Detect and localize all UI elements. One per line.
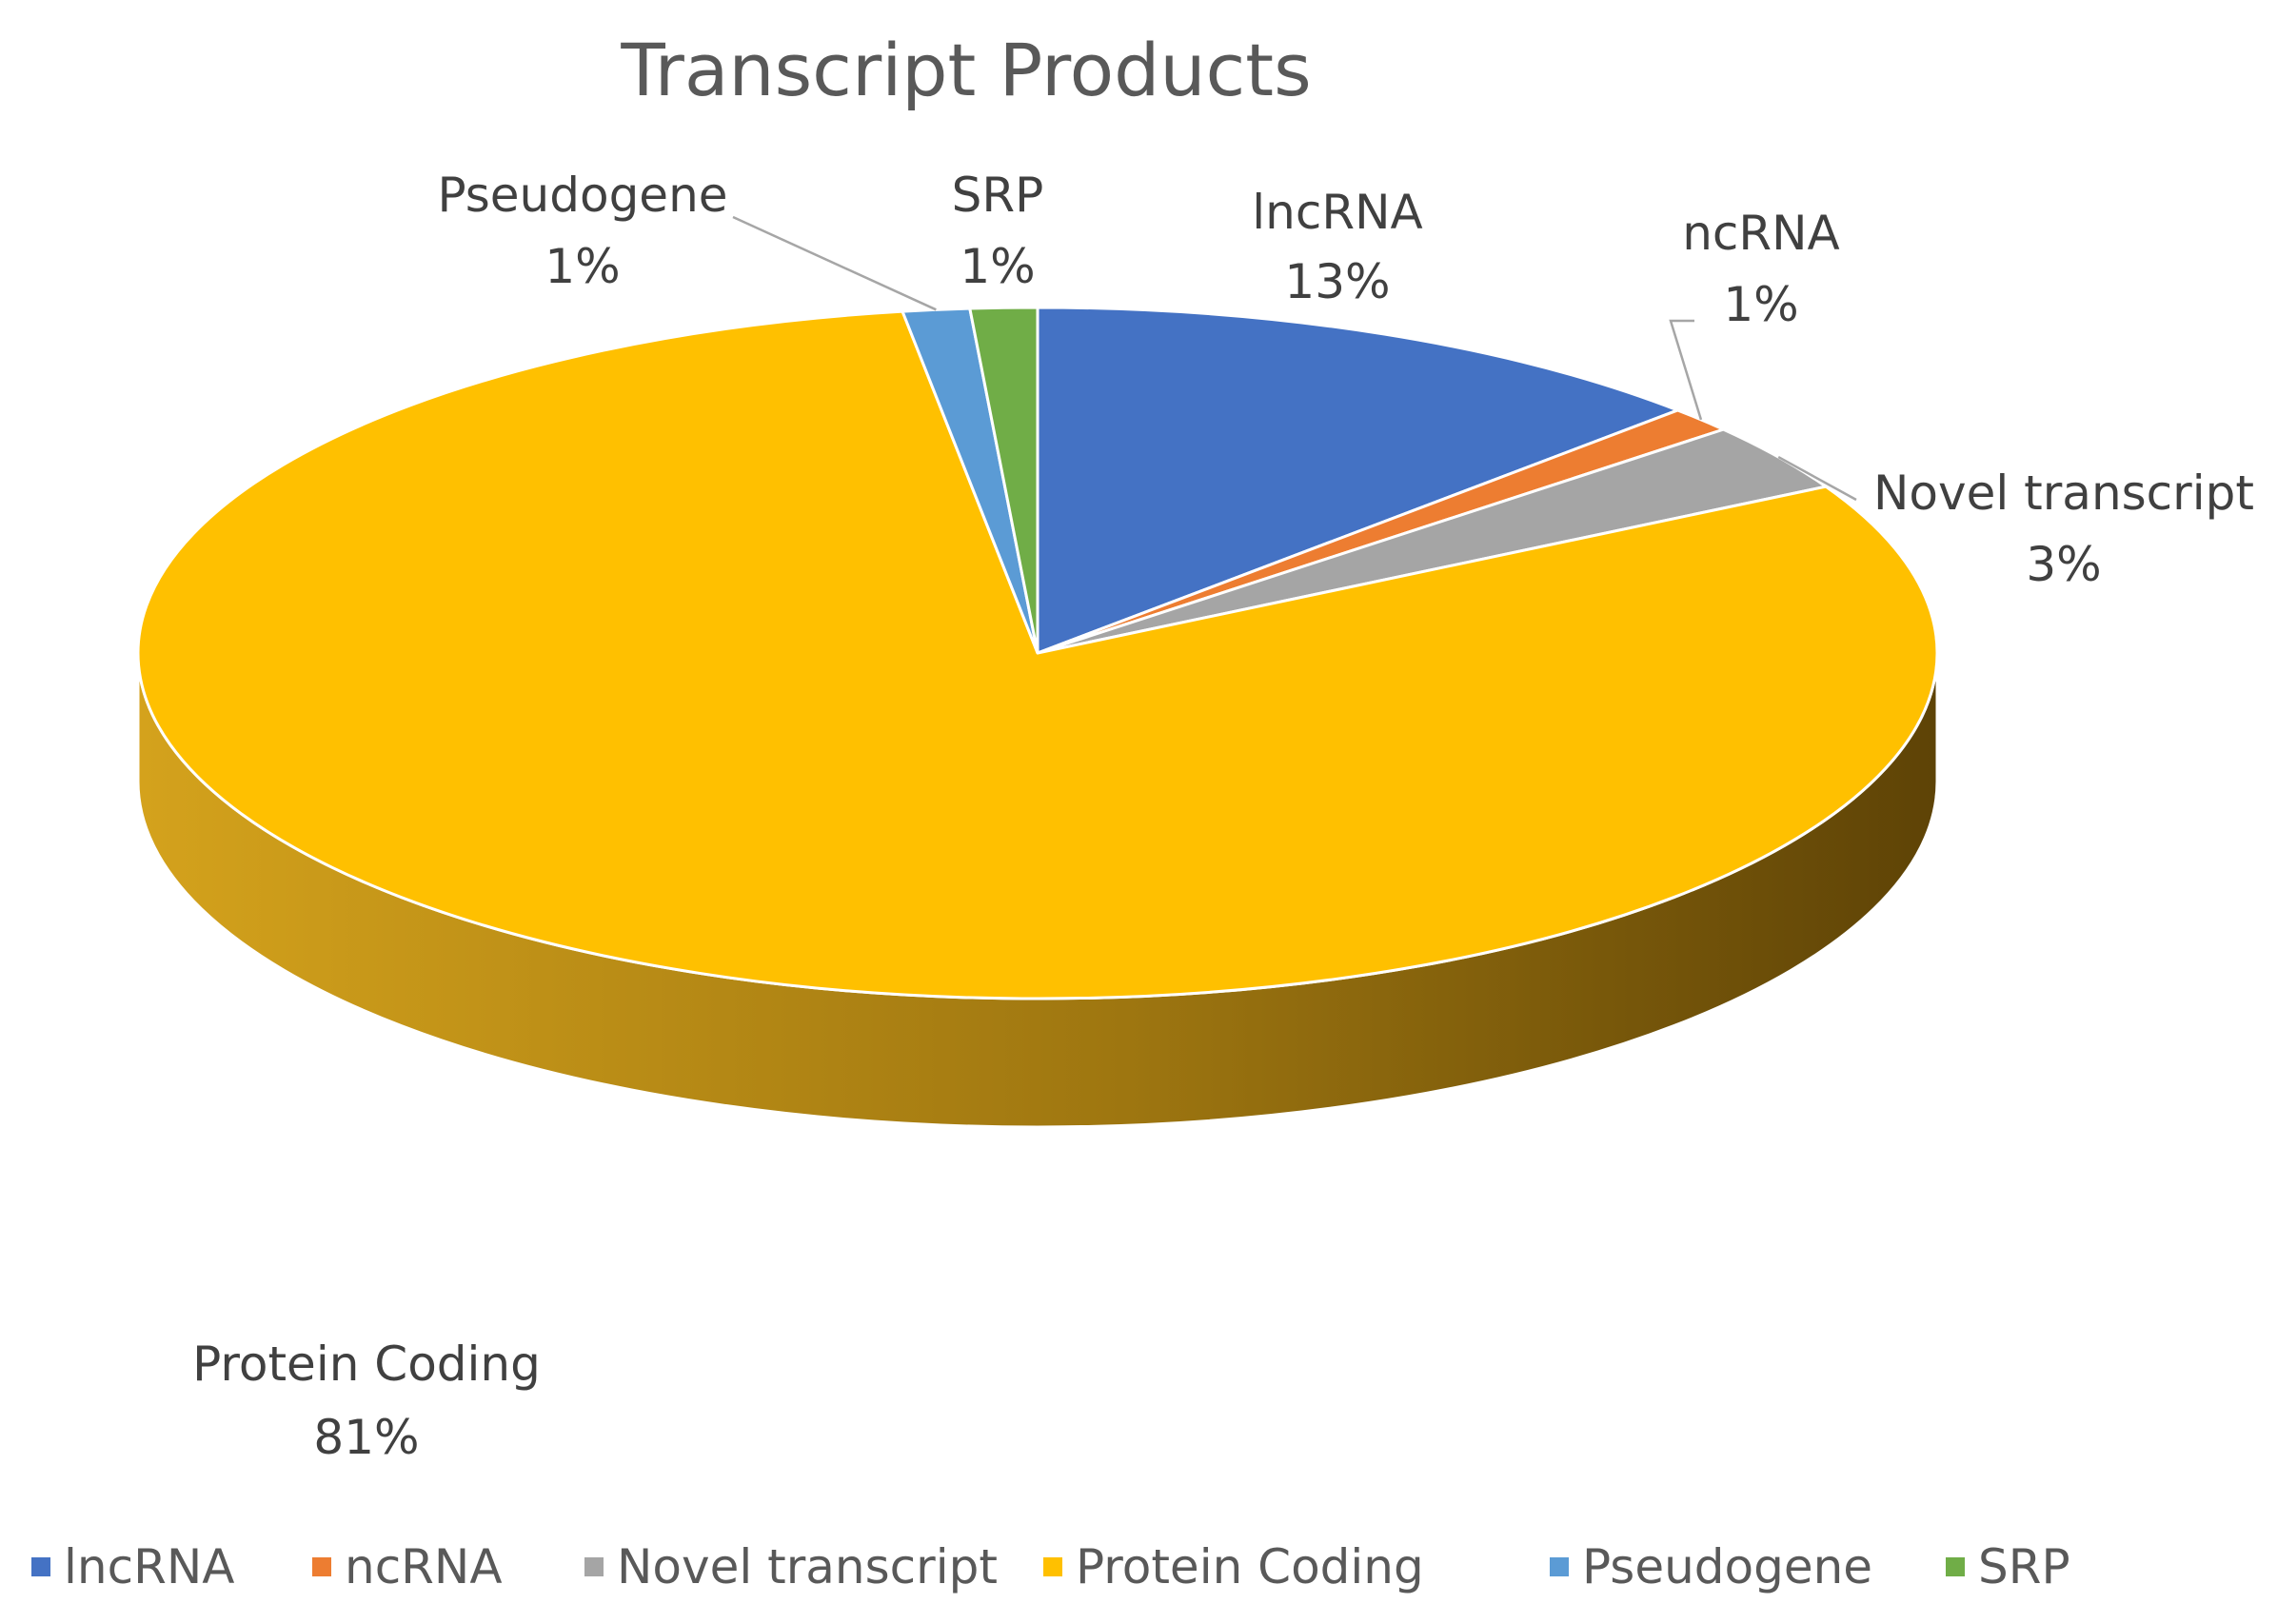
legend-label-pseudogene: Pseudogene	[1582, 1539, 1872, 1594]
legend-item-ncrna: ncRNA	[312, 1539, 503, 1594]
legend-item-novel-transcript: Novel transcript	[584, 1539, 998, 1594]
data-label-srp-value: 1%	[960, 239, 1035, 294]
data-label-lncrna: lncRNA 13%	[1252, 185, 1422, 309]
data-label-pseudogene: Pseudogene 1%	[437, 168, 727, 294]
legend-swatch-novel-transcript	[584, 1557, 604, 1576]
legend-item-srp: SRP	[1946, 1539, 2070, 1594]
legend-label-novel-transcript: Novel transcript	[617, 1539, 998, 1594]
legend: lncRNA ncRNA Novel transcript Protein Co…	[31, 1539, 2070, 1594]
chart-title: Transcript Products	[620, 28, 1311, 112]
pie-slices	[136, 306, 1939, 1000]
legend-swatch-ncrna	[312, 1557, 331, 1576]
leader-lines	[732, 215, 1857, 502]
slice-lncrna	[1036, 306, 1679, 655]
legend-label-srp: SRP	[1978, 1539, 2070, 1594]
legend-item-protein-coding: Protein Coding	[1043, 1539, 1424, 1594]
data-label-protein-coding: Protein Coding 81%	[192, 1337, 541, 1465]
legend-label-lncrna: lncRNA	[64, 1539, 234, 1594]
data-label-srp: SRP 1%	[952, 168, 1044, 294]
legend-swatch-lncrna	[31, 1557, 50, 1576]
data-label-ncrna-name: ncRNA	[1682, 206, 1840, 261]
legend-swatch-protein-coding	[1043, 1557, 1062, 1576]
data-label-pseudogene-name: Pseudogene	[437, 168, 727, 223]
data-label-novel-transcript-value: 3%	[2026, 537, 2101, 592]
leader-line-ncrna	[1669, 319, 1703, 421]
legend-item-pseudogene: Pseudogene	[1550, 1539, 1872, 1594]
legend-swatch-srp	[1946, 1557, 1965, 1576]
leader-line-pseudogene	[732, 215, 937, 311]
data-label-lncrna-name: lncRNA	[1252, 185, 1422, 240]
legend-swatch-pseudogene	[1550, 1557, 1569, 1576]
legend-item-lncrna: lncRNA	[31, 1539, 234, 1594]
data-label-protein-coding-name: Protein Coding	[192, 1337, 541, 1392]
legend-label-ncrna: ncRNA	[345, 1539, 503, 1594]
data-label-protein-coding-value: 81%	[313, 1410, 419, 1465]
data-label-ncrna: ncRNA 1%	[1682, 206, 1840, 332]
data-label-novel-transcript: Novel transcript 3%	[1873, 465, 2254, 592]
data-label-lncrna-value: 13%	[1284, 254, 1390, 309]
data-label-novel-transcript-name: Novel transcript	[1873, 465, 2254, 521]
data-label-pseudogene-value: 1%	[544, 239, 620, 294]
data-label-srp-name: SRP	[952, 168, 1044, 223]
leader-line-novel-transcript	[1777, 455, 1857, 502]
legend-label-protein-coding: Protein Coding	[1076, 1539, 1424, 1594]
slice-protein-coding	[136, 309, 1939, 1000]
slice-srp	[968, 306, 1040, 655]
data-label-ncrna-value: 1%	[1723, 277, 1798, 332]
